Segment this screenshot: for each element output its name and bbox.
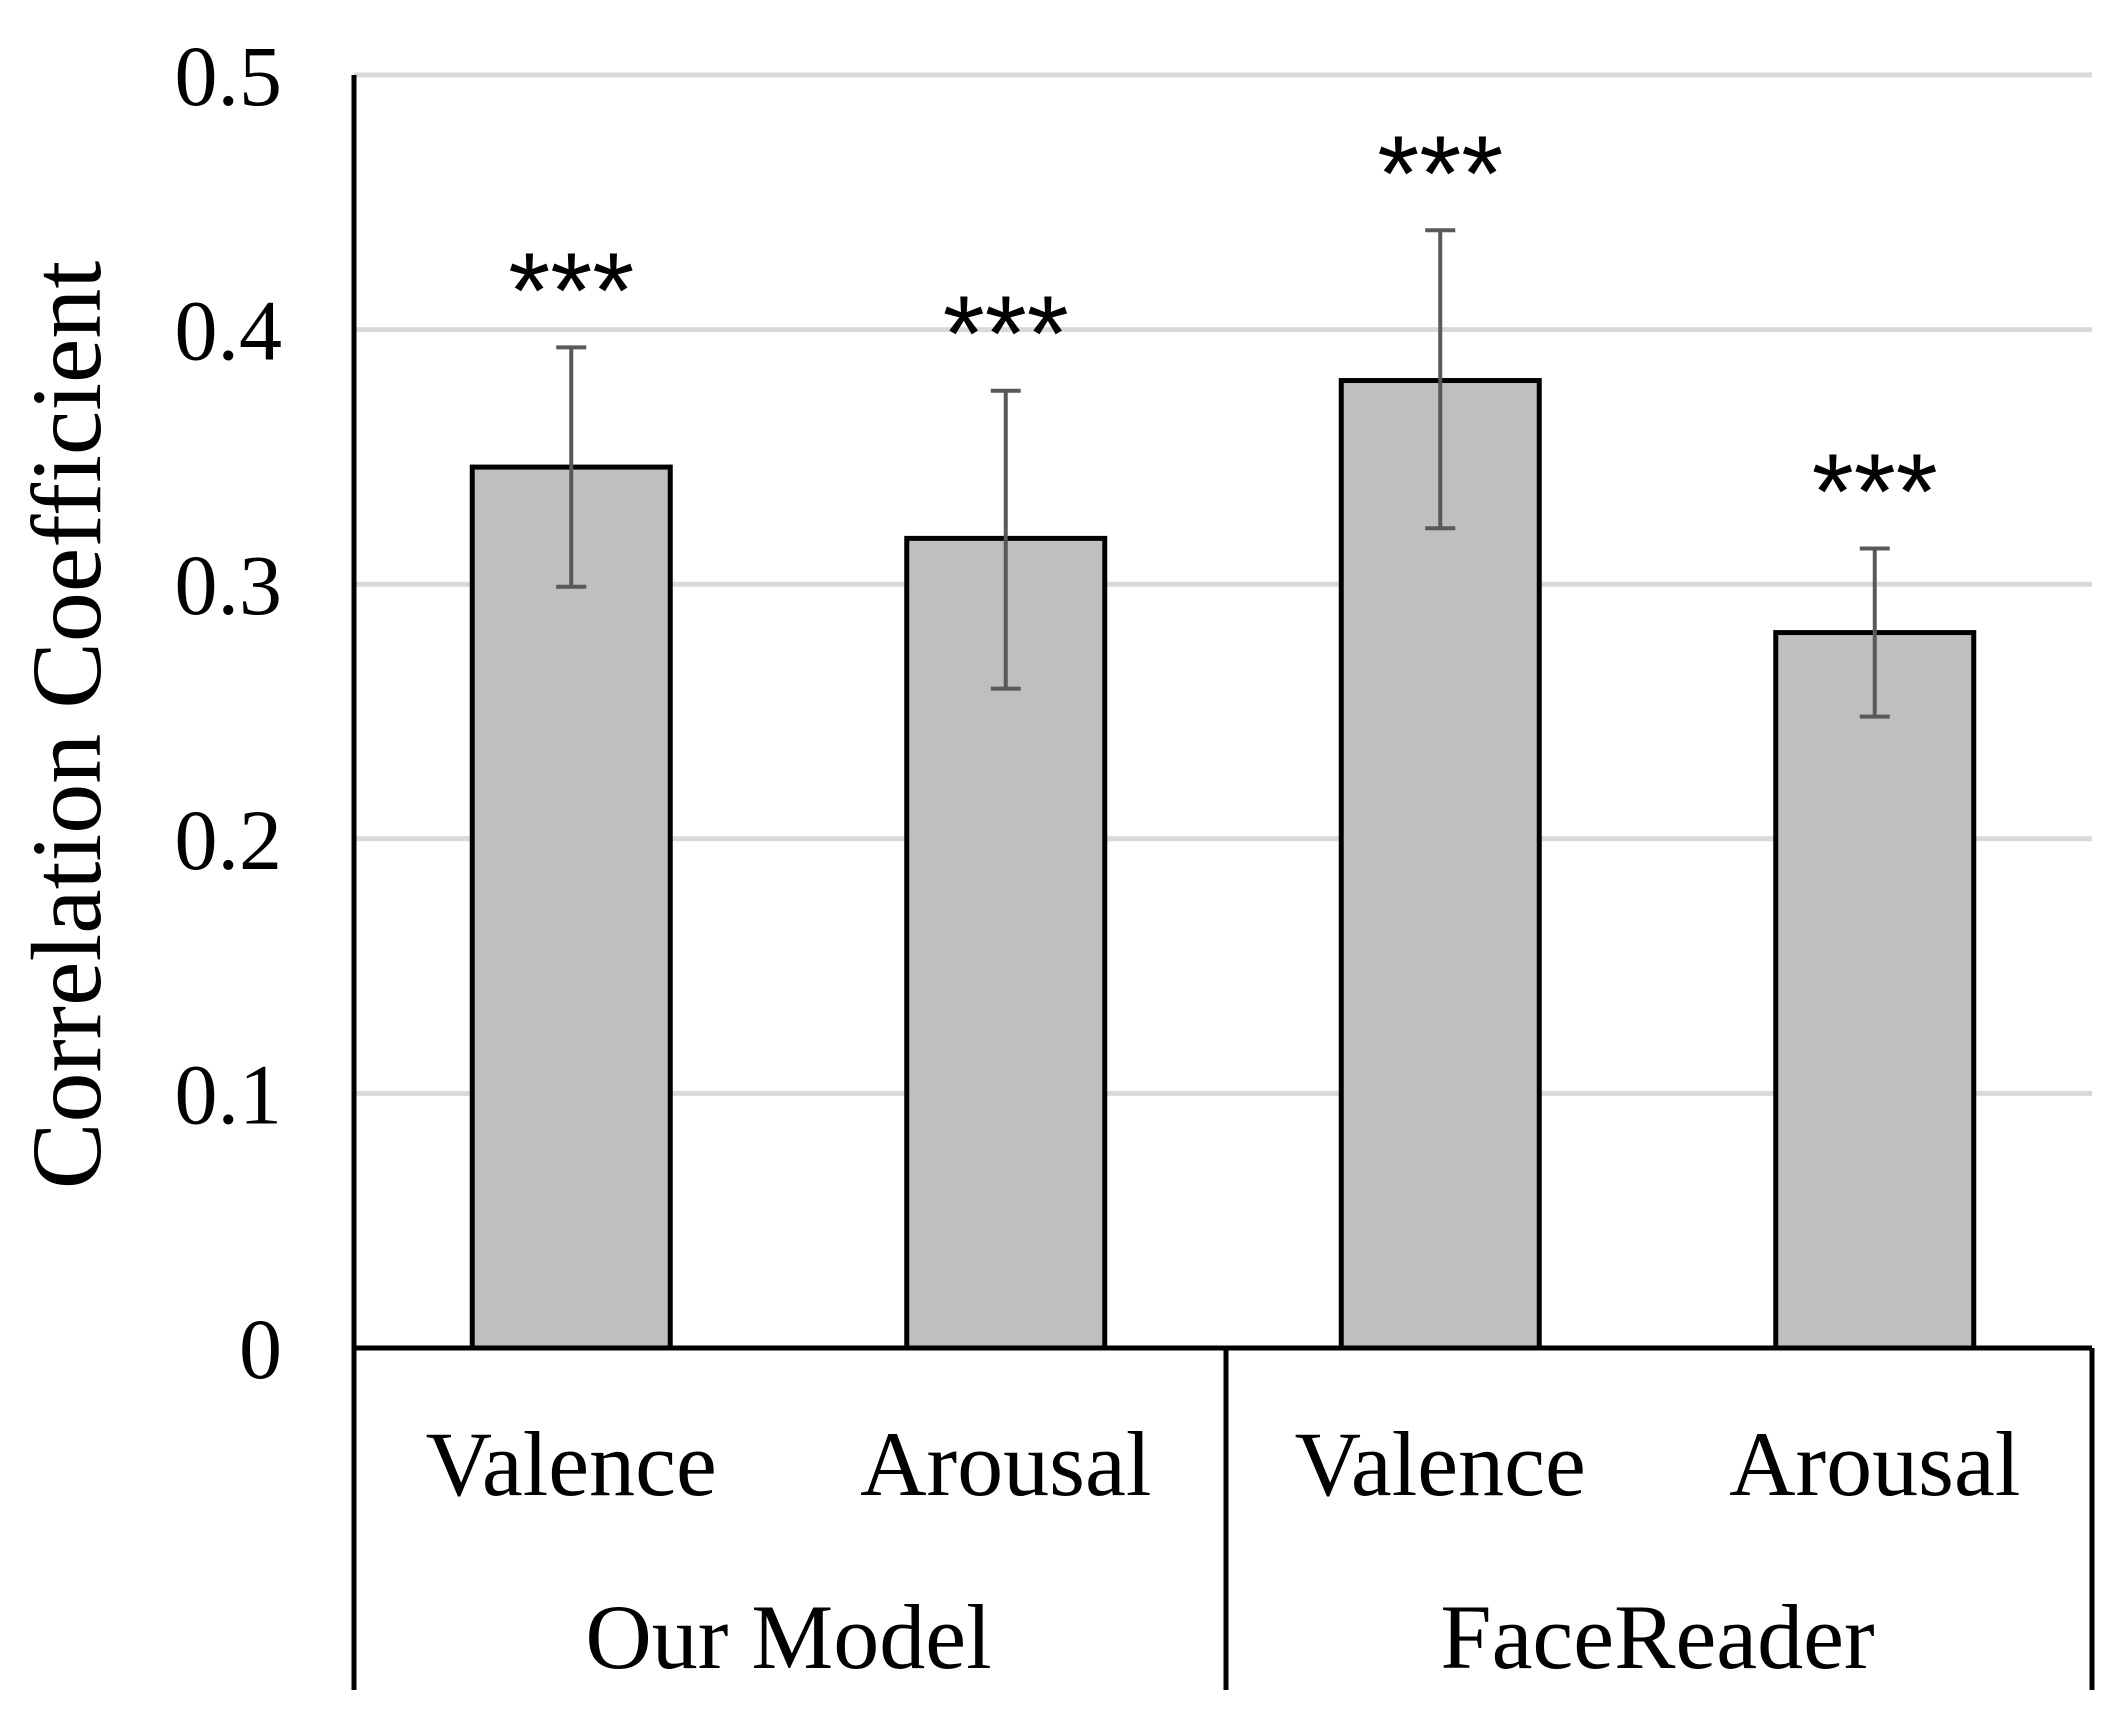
- bars: [469, 228, 1977, 1351]
- labels: 0 0.1 0.2 0.3 0.4 0.5 *** Valence *** Arousal *** V…: [175, 28, 2021, 1688]
- significance-label: ***: [1812, 431, 1938, 552]
- significance-label: ***: [1377, 112, 1503, 233]
- bar: [469, 464, 673, 1351]
- y-tick-label: 0.1: [175, 1046, 283, 1142]
- y-tick-label: 0.3: [175, 537, 283, 633]
- significance-label: ***: [943, 273, 1069, 394]
- category-label: Valence: [1295, 1413, 1586, 1515]
- significance-label: ***: [508, 229, 634, 350]
- y-tick-label: 0.4: [175, 283, 283, 379]
- y-tick-label: 0.2: [175, 792, 283, 888]
- category-label: Valence: [426, 1413, 717, 1515]
- y-tick-label: 0: [239, 1301, 282, 1397]
- bar: [1773, 630, 1977, 1351]
- y-axis-title: Correlation Coefficient: [11, 261, 122, 1190]
- category-label: Arousal: [860, 1413, 1151, 1515]
- group-label: FaceReader: [1440, 1586, 1874, 1688]
- group-label: Our Model: [585, 1586, 991, 1688]
- axes: [351, 75, 2095, 1690]
- y-tick-label: 0.5: [175, 28, 283, 124]
- bar: [1338, 378, 1542, 1351]
- category-label: Arousal: [1729, 1413, 2020, 1515]
